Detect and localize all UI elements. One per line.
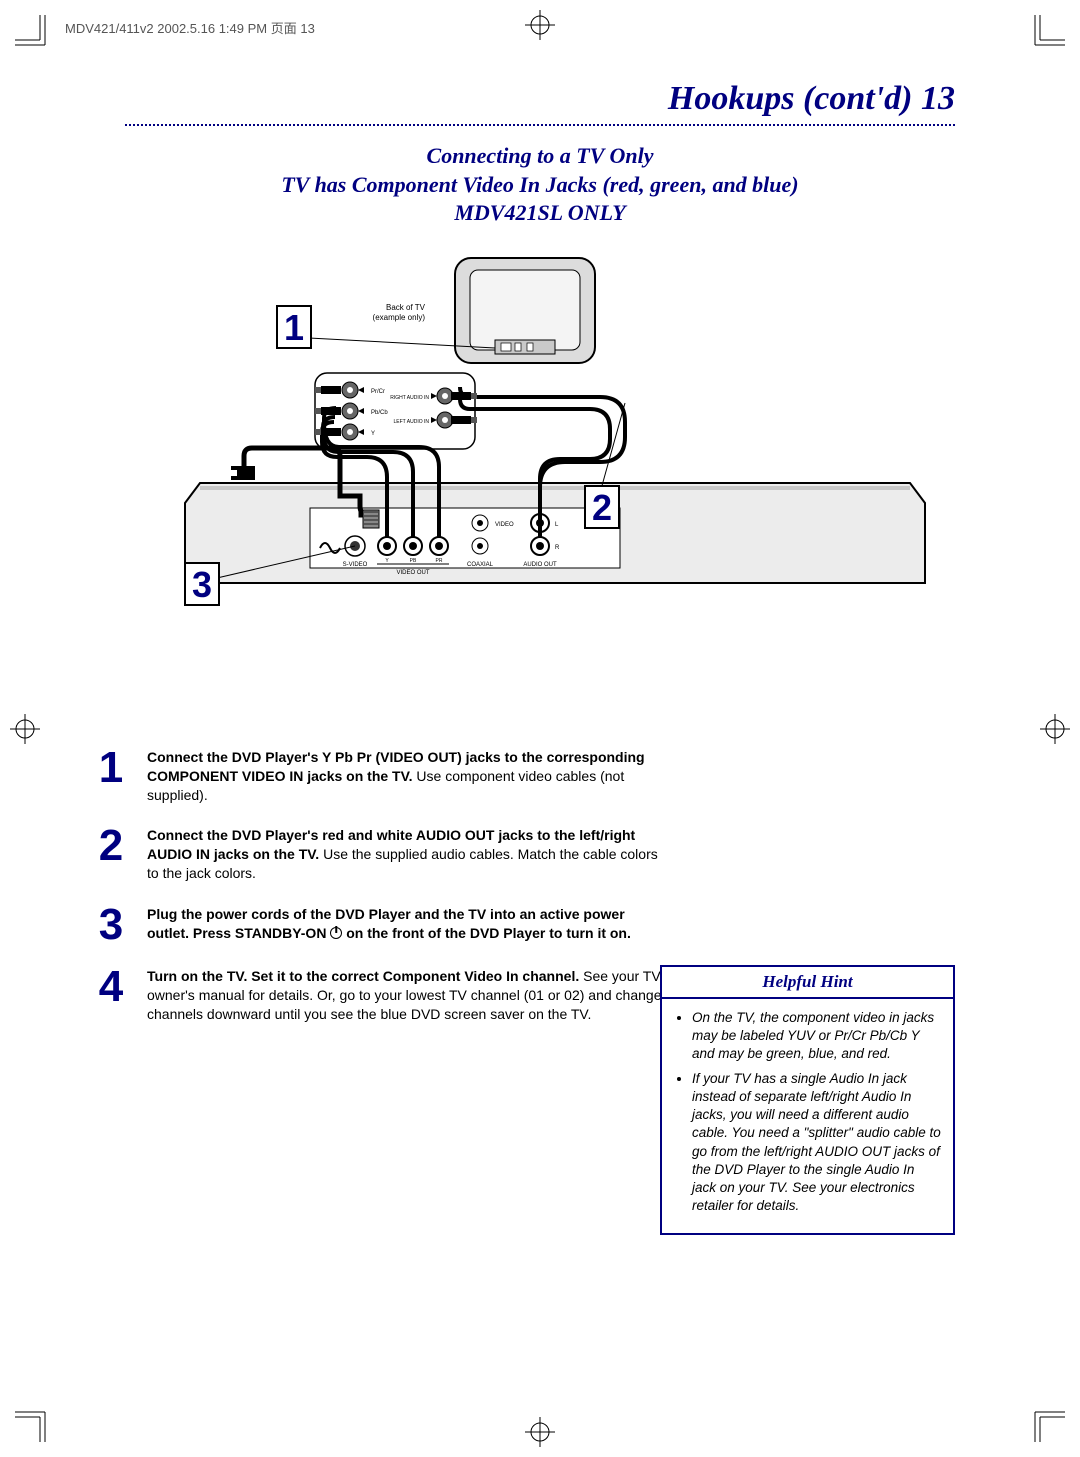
- player-pb-label: PB: [410, 558, 417, 564]
- callout-3: 3: [185, 563, 219, 605]
- tv-jack-right-audio-label: RIGHT AUDIO IN: [390, 395, 429, 401]
- svg-text:1: 1: [284, 307, 304, 348]
- subhead-line1: Connecting to a TV Only: [427, 143, 654, 168]
- tv-back-label-1: Back of TV: [386, 303, 426, 312]
- register-bottom-icon: [520, 1417, 560, 1447]
- player-pr-label: PR: [436, 558, 443, 564]
- step-4-text: Turn on the TV. Set it to the correct Co…: [147, 967, 665, 1024]
- hint-item-1: On the TV, the component video in jacks …: [692, 1009, 941, 1064]
- helpful-hint-body: On the TV, the component video in jacks …: [662, 999, 953, 1233]
- step-2-text: Connect the DVD Player's red and white A…: [147, 826, 665, 883]
- callout-2: 2: [585, 486, 619, 528]
- tv-jack-left-audio-label: LEFT AUDIO IN: [394, 419, 430, 425]
- dotted-divider: [125, 124, 955, 126]
- hint-item-2: If your TV has a single Audio In jack in…: [692, 1070, 941, 1216]
- player-coaxial-label: COAXIAL: [467, 562, 494, 568]
- crop-mark-tl: [15, 15, 55, 55]
- step-2-number: 2: [95, 826, 127, 866]
- dvd-player-rear: S-VIDEO Y PB PR VIDEO OUT COAXIAL VIDEO: [185, 483, 925, 583]
- step-1-text: Connect the DVD Player's Y Pb Pr (VIDEO …: [147, 748, 665, 805]
- section-title: Hookups (cont'd) 13: [125, 80, 955, 118]
- register-left-icon: [10, 709, 40, 749]
- hookup-diagram-svg: Back of TV (example only) Pr/Cr Pb/Cb Y: [145, 248, 935, 638]
- tv-jack-y-label: Y: [371, 431, 375, 437]
- svg-text:3: 3: [192, 564, 212, 605]
- tv-back-label-2: (example only): [373, 313, 426, 322]
- file-meta-text: MDV421/411v2 2002.5.16 1:49 PM 页面 13: [65, 18, 315, 37]
- svg-text:2: 2: [592, 487, 612, 528]
- tv-jack-prcr-label: Pr/Cr: [371, 389, 385, 395]
- tv-jack-pbcb-label: Pb/Cb: [371, 410, 388, 416]
- step-4: 4 Turn on the TV. Set it to the correct …: [95, 967, 665, 1024]
- step-1: 1 Connect the DVD Player's Y Pb Pr (VIDE…: [95, 748, 665, 805]
- step-1-number: 1: [95, 748, 127, 788]
- crop-mark-tr: [1025, 15, 1065, 55]
- helpful-hint-title: Helpful Hint: [662, 967, 953, 999]
- subhead-line2: TV has Component Video In Jacks (red, gr…: [281, 172, 798, 197]
- helpful-hint-box: Helpful Hint On the TV, the component vi…: [660, 965, 955, 1235]
- step-3-text: Plug the power cords of the DVD Player a…: [147, 905, 665, 943]
- player-video-label: VIDEO: [495, 522, 514, 528]
- step-3-number: 3: [95, 905, 127, 945]
- step-4-number: 4: [95, 967, 127, 1007]
- callout-1: 1: [277, 306, 311, 348]
- crop-mark-bl: [15, 1402, 55, 1442]
- crop-mark-br: [1025, 1402, 1065, 1442]
- page-content: Hookups (cont'd) 13 Connecting to a TV O…: [125, 80, 955, 1023]
- player-audio-r-label: R: [555, 545, 560, 551]
- register-top-icon: [520, 10, 560, 40]
- step-3: 3 Plug the power cords of the DVD Player…: [95, 905, 665, 945]
- step-2: 2 Connect the DVD Player's red and white…: [95, 826, 665, 883]
- hookup-diagram: Back of TV (example only) Pr/Cr Pb/Cb Y: [125, 248, 955, 638]
- player-video-out-label: VIDEO OUT: [396, 570, 429, 576]
- standby-on-icon: [330, 927, 342, 939]
- player-svideo-label: S-VIDEO: [343, 562, 368, 568]
- register-right-icon: [1040, 709, 1070, 749]
- subhead-line3: MDV421SL ONLY: [454, 200, 625, 225]
- page-subheading: Connecting to a TV Only TV has Component…: [125, 142, 955, 228]
- player-audio-out-label: AUDIO OUT: [523, 562, 557, 568]
